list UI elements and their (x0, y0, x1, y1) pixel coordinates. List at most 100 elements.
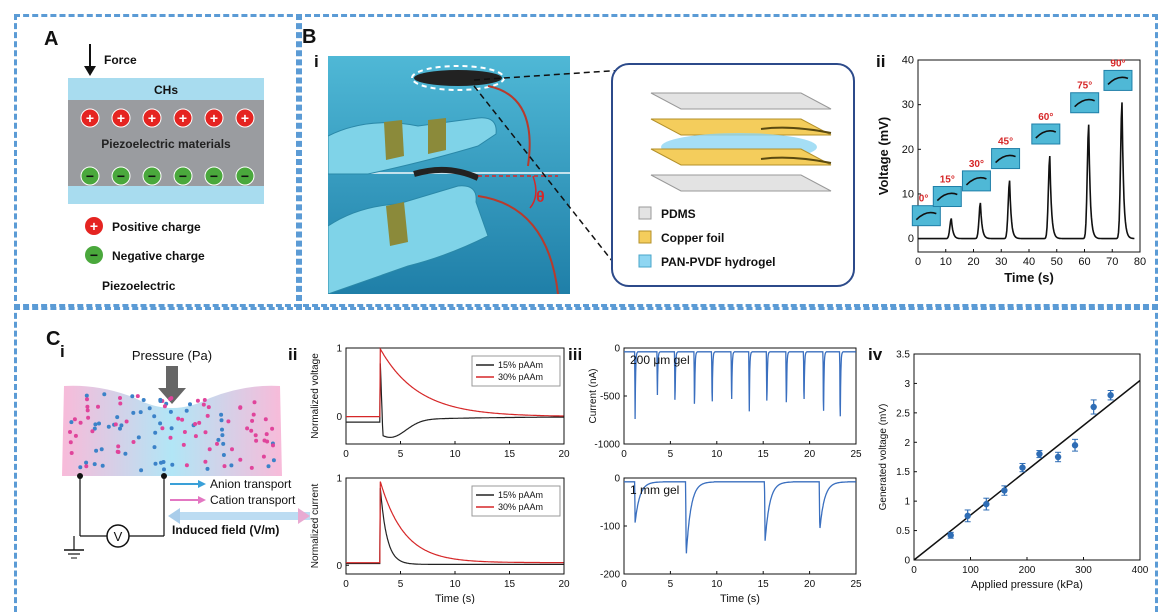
ion-dot (118, 396, 122, 400)
finger-bend-line (995, 154, 1016, 164)
ion-dot (263, 417, 268, 422)
ion-dot (261, 454, 266, 459)
y-tick-label: -1000 (594, 440, 620, 451)
y-tick-label: 3.5 (896, 350, 910, 361)
y-tick-label: 20 (902, 144, 914, 156)
ion-dot (266, 464, 271, 469)
angle-label: 75° (1077, 81, 1092, 92)
finger-sensor-photo: θ (328, 56, 570, 294)
finger-bend-line (1035, 130, 1057, 139)
ion-dot (115, 415, 120, 420)
negative-charge (173, 166, 193, 186)
panel-b-letter: B (302, 26, 317, 48)
panel-b-frame (296, 14, 1158, 310)
legend-hydrogel: PAN-PVDF hydrogel (661, 255, 775, 269)
ion-dot (184, 408, 189, 413)
ion-dot (219, 418, 224, 423)
ion-dot (216, 437, 221, 442)
negative-symbol: − (241, 168, 249, 184)
legend-label: 15% pAAm (498, 490, 543, 500)
y-tick-label: -100 (600, 522, 620, 533)
ion-dot (119, 423, 124, 428)
negative-charge (80, 166, 100, 186)
ion-dot (153, 430, 158, 435)
y-tick-label: 0 (904, 556, 910, 567)
glove-finger-top (328, 117, 497, 175)
finger-bend-icon (1031, 123, 1061, 145)
panel-a-caption: Piezoelectric (102, 279, 176, 293)
x-tick-label: 10 (940, 256, 952, 268)
ion-dot (254, 438, 259, 443)
panel-c-frame (14, 304, 1158, 612)
sensor-top (414, 70, 502, 86)
finger-bend-line (1074, 98, 1095, 108)
positive-charge (204, 108, 224, 128)
data-point (983, 500, 990, 508)
ion-dot (102, 392, 107, 397)
data-point (964, 512, 971, 520)
ion-dot (238, 405, 243, 410)
negative-symbol: − (117, 168, 125, 184)
x-tick-label: 70 (1106, 256, 1118, 268)
ion-dot (245, 426, 250, 431)
series-15-pAAm (346, 363, 564, 439)
finger-bend-icon (991, 148, 1021, 170)
angle-label: 0° (919, 194, 929, 205)
legend-hydrogel-swatch (638, 254, 652, 268)
ion-dot (84, 393, 89, 398)
ion-dot (249, 465, 254, 470)
ion-dot (94, 448, 99, 453)
ion-dot (271, 443, 275, 448)
ion-dot (170, 462, 175, 467)
ion-dot (201, 402, 206, 407)
ion-dot (131, 440, 136, 444)
voltmeter-icon (106, 524, 130, 548)
ion-dot (135, 394, 140, 399)
x-tick-label: 10 (711, 579, 723, 590)
y-tick-label: -500 (600, 392, 620, 403)
finger-bend-icon (932, 186, 962, 208)
x-tick-label: 25 (850, 579, 862, 590)
chs-layer-top (68, 78, 264, 100)
x-tick-label: 200 (1019, 565, 1036, 576)
finger-bend-icon (1103, 69, 1133, 91)
ion-dot (85, 397, 89, 402)
current-series-line (624, 481, 856, 554)
ion-dot (68, 440, 73, 445)
ion-dot (230, 447, 234, 452)
legend-copper: Copper foil (661, 231, 724, 245)
ion-dot (253, 433, 258, 438)
ion-dot (115, 449, 120, 454)
panel-c-i-label: i (60, 342, 65, 361)
chart-voltage-vs-pressure: 0 100 200 300 400 0 0.5 1 1.5 2 2.5 3 3.5 Applied pre… (878, 350, 1149, 592)
x-tick-label: 20 (804, 579, 816, 590)
x-tick-label: 5 (668, 579, 674, 590)
chart-voltage-vs-time: 0 10 20 30 40 50 60 70 80 0 10 20 30 40 Time (s) Voltag… (876, 55, 1146, 286)
voltage-series-line (918, 102, 1135, 240)
x-tick-label: 30 (995, 256, 1007, 268)
finger-bend-line (936, 192, 958, 202)
x-tick-label: 80 (1134, 256, 1146, 268)
force-label: Force (104, 53, 137, 67)
legend-positive-label: Positive charge (112, 220, 201, 234)
ion-dot (176, 416, 181, 421)
ion-dot (168, 397, 173, 401)
legend-negative-label: Negative charge (112, 249, 205, 263)
legend-pdms: PDMS (661, 207, 696, 221)
x-axis-label: Time (s) (435, 593, 475, 604)
series-15-pAAm (346, 488, 564, 566)
ion-dot (238, 457, 243, 462)
negative-charges: − − − − − − (80, 166, 255, 186)
x-tick-label: 40 (1023, 256, 1035, 268)
field-label: Induced field (V/m) (172, 523, 279, 537)
ion-dot (153, 461, 158, 466)
ion-dot (160, 426, 165, 431)
cation-label: Cation transport (210, 493, 296, 507)
ion-dot (193, 434, 198, 439)
ion-dot (97, 421, 101, 426)
x-tick-label: 0 (343, 579, 349, 590)
ion-dot (90, 429, 95, 434)
ion-dot (158, 397, 163, 402)
x-axis-label: Time (s) (1004, 270, 1054, 285)
data-point (1054, 453, 1062, 461)
